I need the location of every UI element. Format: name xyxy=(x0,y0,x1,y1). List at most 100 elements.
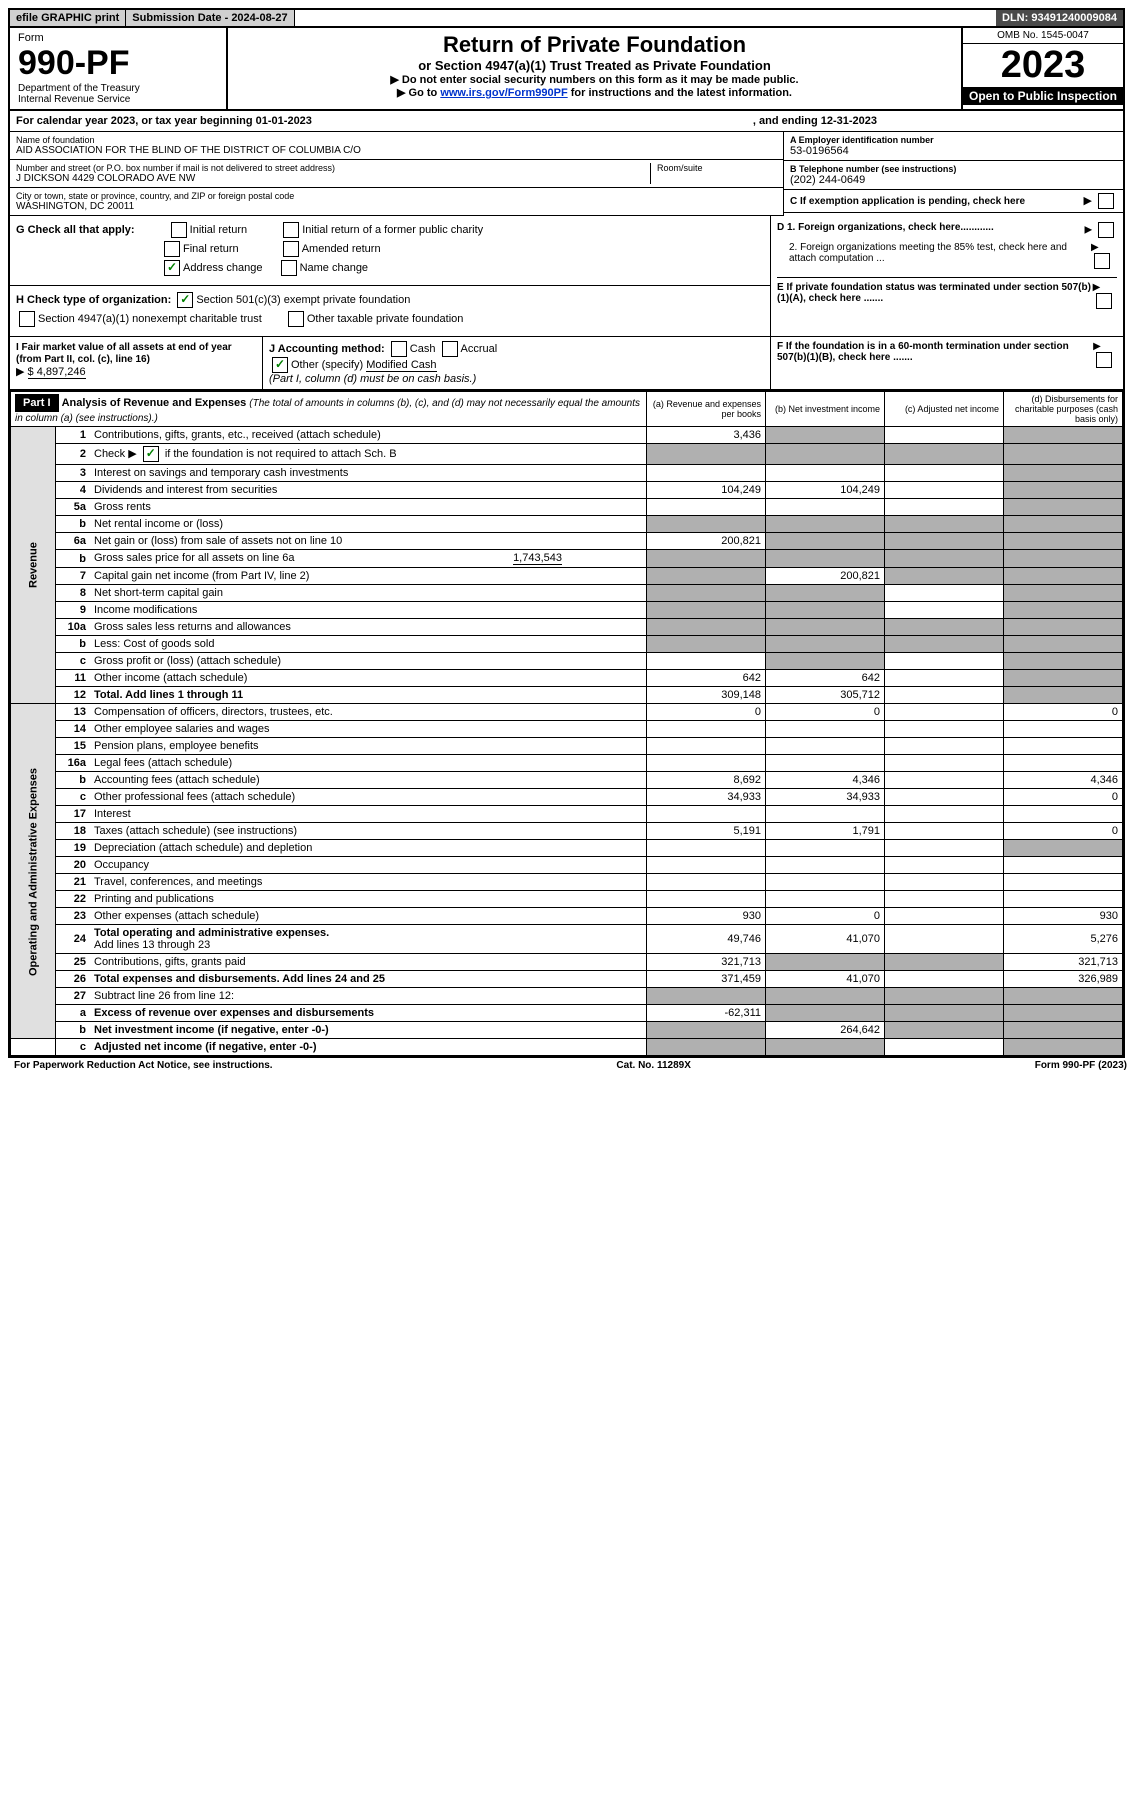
line-10b: bLess: Cost of goods sold xyxy=(11,636,1123,653)
line-17: 17Interest xyxy=(11,806,1123,823)
h-opt1-label: Section 501(c)(3) exempt private foundat… xyxy=(196,294,410,306)
c-checkbox[interactable] xyxy=(1098,193,1114,209)
phone-label: B Telephone number (see instructions) xyxy=(790,164,1117,174)
line-12-desc: Total. Add lines 1 through 11 xyxy=(90,687,647,704)
i-value: $ 4,897,246 xyxy=(28,366,86,379)
line-26-desc: Total expenses and disbursements. Add li… xyxy=(90,971,647,988)
ein-cell: A Employer identification number 53-0196… xyxy=(784,132,1123,161)
line-27-desc: Subtract line 26 from line 12: xyxy=(90,988,647,1005)
line-2: 2Check ▶ if the foundation is not requir… xyxy=(11,444,1123,465)
irs-link[interactable]: www.irs.gov/Form990PF xyxy=(440,87,567,99)
cash-label: Cash xyxy=(410,343,436,355)
line-18-desc: Taxes (attach schedule) (see instruction… xyxy=(90,823,647,840)
line-18-b: 1,791 xyxy=(766,823,885,840)
line-19-desc: Depreciation (attach schedule) and deple… xyxy=(90,840,647,857)
h-opt3-checkbox[interactable] xyxy=(288,311,304,327)
line-8-desc: Net short-term capital gain xyxy=(90,585,647,602)
line-24-desc: Total operating and administrative expen… xyxy=(94,927,329,939)
line-16c-desc: Other professional fees (attach schedule… xyxy=(90,789,647,806)
line-15-desc: Pension plans, employee benefits xyxy=(90,738,647,755)
line-22-desc: Printing and publications xyxy=(90,891,647,908)
initial-former-checkbox[interactable] xyxy=(283,222,299,238)
line-7-b: 200,821 xyxy=(766,568,885,585)
line-16a: 16aLegal fees (attach schedule) xyxy=(11,755,1123,772)
line-5b-desc: Net rental income or (loss) xyxy=(90,516,647,533)
line-7-desc: Capital gain net income (from Part IV, l… xyxy=(90,568,647,585)
line-4: 4Dividends and interest from securities1… xyxy=(11,482,1123,499)
h-opt2-checkbox[interactable] xyxy=(19,311,35,327)
info-right: A Employer identification number 53-0196… xyxy=(783,132,1123,216)
form-ref: Form 990-PF (2023) xyxy=(1035,1060,1127,1071)
revenue-label: Revenue xyxy=(11,427,56,704)
section-c: C If exemption application is pending, c… xyxy=(784,190,1123,213)
e-checkbox[interactable] xyxy=(1096,293,1112,309)
form-note2: ▶ Go to www.irs.gov/Form990PF for instru… xyxy=(236,86,953,99)
irs-label: Internal Revenue Service xyxy=(18,94,218,105)
line-15: 15Pension plans, employee benefits xyxy=(11,738,1123,755)
line-14: 14Other employee salaries and wages xyxy=(11,721,1123,738)
city-cell: City or town, state or province, country… xyxy=(10,188,783,216)
initial-checkbox[interactable] xyxy=(171,222,187,238)
line-26-d: 326,989 xyxy=(1004,971,1123,988)
title-box: Return of Private Foundation or Section … xyxy=(228,28,961,109)
f-checkbox[interactable] xyxy=(1096,352,1112,368)
line-25-d: 321,713 xyxy=(1004,954,1123,971)
line-23-desc: Other expenses (attach schedule) xyxy=(90,908,647,925)
d1-checkbox[interactable] xyxy=(1098,222,1114,238)
header-row: Form 990-PF Department of the Treasury I… xyxy=(10,28,1123,111)
cat-number: Cat. No. 11289X xyxy=(616,1060,690,1071)
city-value: WASHINGTON, DC 20011 xyxy=(16,201,777,212)
line-13-a: 0 xyxy=(647,704,766,721)
accrual-checkbox[interactable] xyxy=(442,341,458,357)
line-12-b: 305,712 xyxy=(766,687,885,704)
line-27c: cAdjusted net income (if negative, enter… xyxy=(11,1039,1123,1056)
j-note: (Part I, column (d) must be on cash basi… xyxy=(269,373,764,385)
line-2-desc2: if the foundation is not required to att… xyxy=(162,448,397,460)
street-cell: Number and street (or P.O. box number if… xyxy=(16,163,650,184)
table-header-row: Part I Analysis of Revenue and Expenses … xyxy=(11,392,1123,427)
line-10b-desc: Less: Cost of goods sold xyxy=(90,636,647,653)
line-21: 21Travel, conferences, and meetings xyxy=(11,874,1123,891)
section-d2: 2. Foreign organizations meeting the 85%… xyxy=(777,242,1117,269)
line-13-b: 0 xyxy=(766,704,885,721)
line-10c-desc: Gross profit or (loss) (attach schedule) xyxy=(90,653,647,670)
namechange-label: Name change xyxy=(300,262,369,274)
final-checkbox[interactable] xyxy=(164,241,180,257)
street-address: J DICKSON 4429 COLORADO AVE NW xyxy=(16,173,650,184)
line-24-a: 49,746 xyxy=(647,925,766,954)
calendar-begin: For calendar year 2023, or tax year begi… xyxy=(16,115,312,127)
g-label: G Check all that apply: xyxy=(16,224,135,236)
section-e: E If private foundation status was termi… xyxy=(777,277,1117,309)
schb-checkbox[interactable] xyxy=(143,446,159,462)
omb-number: OMB No. 1545-0047 xyxy=(963,28,1123,44)
line-16b-d: 4,346 xyxy=(1004,772,1123,789)
other-checkbox[interactable] xyxy=(272,357,288,373)
cash-checkbox[interactable] xyxy=(391,341,407,357)
line-22: 22Printing and publications xyxy=(11,891,1123,908)
namechange-checkbox[interactable] xyxy=(281,260,297,276)
line-4-b: 104,249 xyxy=(766,482,885,499)
line-20-desc: Occupancy xyxy=(90,857,647,874)
final-label: Final return xyxy=(183,243,239,255)
calendar-end: , and ending 12-31-2023 xyxy=(753,115,877,127)
line-26-b: 41,070 xyxy=(766,971,885,988)
form-number-box: Form 990-PF Department of the Treasury I… xyxy=(10,28,228,109)
line-2-desc: Check ▶ xyxy=(94,448,137,460)
line-16b-b: 4,346 xyxy=(766,772,885,789)
addr-label: Number and street (or P.O. box number if… xyxy=(16,163,650,173)
line-24-desc2: Add lines 13 through 23 xyxy=(94,939,210,951)
part1-header: Part I xyxy=(15,394,59,412)
line-4-desc: Dividends and interest from securities xyxy=(90,482,647,499)
line-11-b: 642 xyxy=(766,670,885,687)
line-16a-desc: Legal fees (attach schedule) xyxy=(90,755,647,772)
i-label: I Fair market value of all assets at end… xyxy=(16,342,232,365)
line-5a-desc: Gross rents xyxy=(90,499,647,516)
efile-print-button[interactable]: efile GRAPHIC print xyxy=(10,10,126,26)
line-5b: bNet rental income or (loss) xyxy=(11,516,1123,533)
h-opt1-checkbox[interactable] xyxy=(177,292,193,308)
line-10c: cGross profit or (loss) (attach schedule… xyxy=(11,653,1123,670)
amended-checkbox[interactable] xyxy=(283,241,299,257)
d2-label: 2. Foreign organizations meeting the 85%… xyxy=(777,242,1091,269)
d2-checkbox[interactable] xyxy=(1094,253,1110,269)
address-checkbox[interactable] xyxy=(164,260,180,276)
